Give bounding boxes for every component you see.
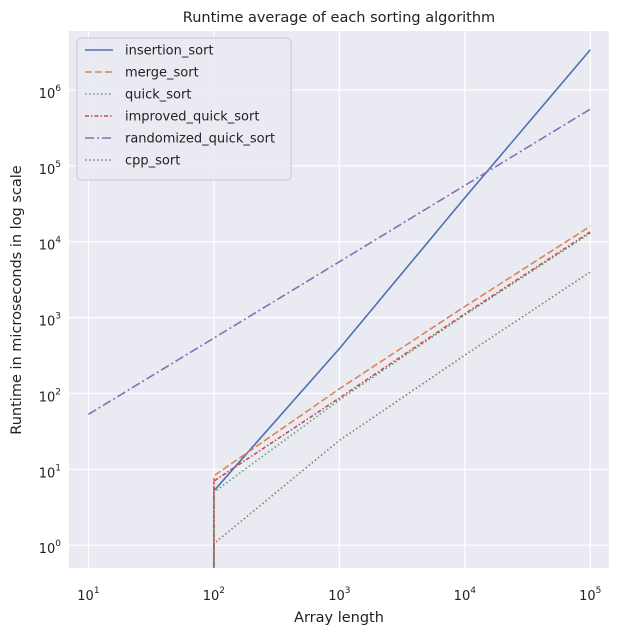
x-ticks: 101 102 103 104 105: [77, 586, 601, 604]
series-line-quick-sort: [213, 232, 591, 568]
grid-lines: [69, 31, 609, 568]
x-tick-label-2: 103: [328, 586, 350, 604]
legend-label-improved-quick-sort: improved_quick_sort: [125, 110, 259, 125]
legend-label-insertion-sort: insertion_sort: [125, 44, 214, 59]
x-tick-label-3: 104: [454, 586, 477, 604]
y-tick-label-4: 104: [39, 236, 62, 254]
x-tick-label-4: 105: [579, 586, 601, 604]
y-tick-label-6: 106: [39, 84, 62, 102]
y-tick-label-3: 103: [39, 312, 61, 330]
legend: insertion_sort merge_sort quick_sortimprov…: [76, 37, 292, 181]
x-tick-label-1: 102: [203, 586, 225, 604]
series-layer: [88, 49, 591, 568]
y-tick-label-0: 100: [39, 539, 62, 557]
y-ticks: 100 101 102 103 104 105 106: [39, 84, 62, 557]
legend-box: [76, 37, 292, 181]
legend-label-quick-sort: quick_sort: [125, 88, 191, 103]
y-axis-label: Runtime in microseconds in log scale: [9, 165, 25, 434]
y-tick-label-5: 105: [39, 160, 61, 178]
series-line-randomized-quick-sort: [88, 108, 591, 416]
y-tick-label-1: 101: [39, 463, 61, 481]
x-tick-label-0: 101: [77, 586, 99, 604]
chart-title: Runtime average of each sorting algorith…: [183, 10, 495, 26]
series-line-improved-quick-sort: [213, 231, 591, 568]
legend-label-randomized-quick-sort: randomized_quick_sort: [125, 132, 275, 147]
y-tick-label-2: 102: [39, 387, 61, 405]
legend-label-cpp-sort: cpp_sort: [125, 154, 180, 169]
x-axis-label: Array length: [294, 610, 384, 626]
legend-label-merge-sort: merge_sort: [125, 66, 199, 81]
